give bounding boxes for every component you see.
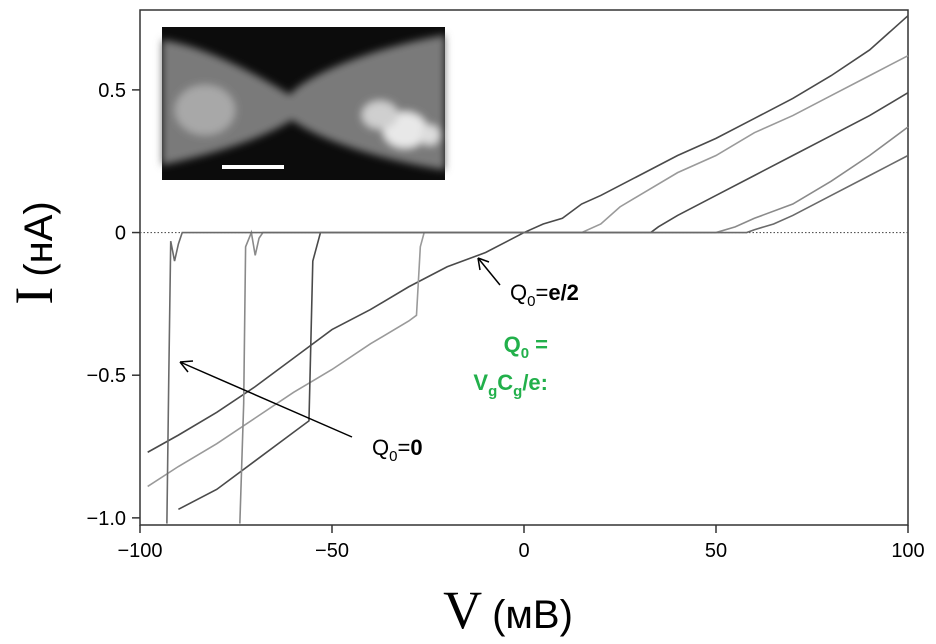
formula-sub: 0 <box>521 345 529 362</box>
formula-sub: g <box>513 383 522 400</box>
y-tick-label: −1.0 <box>87 508 126 530</box>
y-label-symbol: I <box>4 287 64 305</box>
annotations: Q0=e/2Q0=0Q0 =VgCg/e: <box>180 258 579 465</box>
chart: −1.0−0.500.5−100−50050100 Q0=e/2Q0=0Q0 =… <box>0 0 936 639</box>
y-tick-label: 0.5 <box>98 80 126 102</box>
formula-line: Q0 = <box>504 332 548 362</box>
x-tick-label: 100 <box>891 540 924 562</box>
annotation: Q0=e/2 <box>510 280 579 310</box>
formula-part: Q <box>504 332 521 357</box>
y-tick-label: 0 <box>115 223 126 245</box>
formula-part: /e: <box>522 370 548 395</box>
annotation-subscript: 0 <box>389 448 397 465</box>
annotation-value: e/2 <box>548 280 579 305</box>
arrow <box>478 258 500 285</box>
x-tick-label: −100 <box>117 540 162 562</box>
x-tick-label: 50 <box>705 540 727 562</box>
formula-part: = <box>529 332 548 357</box>
y-tick-label: −0.5 <box>87 365 126 387</box>
annotation-value: 0 <box>410 435 422 460</box>
annotation: Q0=0 <box>372 435 423 465</box>
x-tick-label: −50 <box>315 540 349 562</box>
x-tick-label: 0 <box>518 540 529 562</box>
formula-sub: g <box>488 383 497 400</box>
x-label-symbol: V <box>443 580 482 639</box>
y-axis-label: I (нА) <box>4 201 64 304</box>
y-label-unit: (нА) <box>17 201 61 276</box>
annotation-equals: = <box>535 280 548 305</box>
annotation-equals: = <box>397 435 410 460</box>
annotation-symbol: Q <box>372 435 389 460</box>
formula-part: C <box>497 370 513 395</box>
x-label-unit: (мВ) <box>492 593 573 637</box>
formula-line: VgCg/e: <box>473 370 548 400</box>
formula-part: V <box>473 370 488 395</box>
inset-image <box>162 27 445 180</box>
annotation-symbol: Q <box>510 280 527 305</box>
annotation-subscript: 0 <box>527 293 535 310</box>
x-axis-label: V(мВ) <box>443 580 573 639</box>
